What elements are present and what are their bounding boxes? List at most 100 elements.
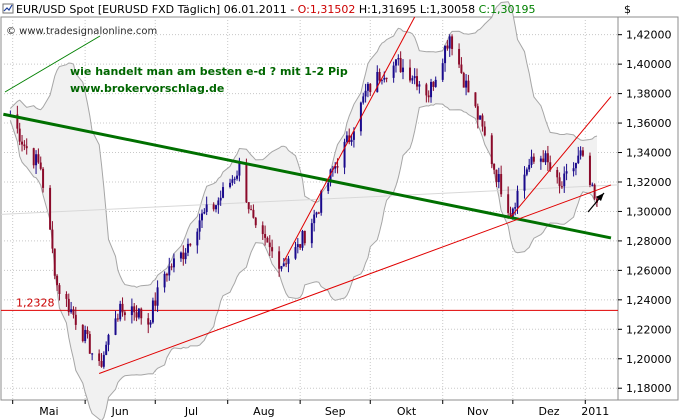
annotation-line-2: www.brokervorschlag.de	[70, 82, 224, 95]
candle	[100, 353, 103, 368]
candle	[250, 205, 253, 211]
candle	[217, 197, 220, 214]
candle	[591, 182, 594, 187]
y-tick-label: 1,24000	[626, 294, 672, 307]
candle	[81, 324, 84, 343]
candle	[105, 341, 108, 356]
candle	[362, 92, 365, 105]
candle	[563, 166, 566, 193]
candle	[441, 58, 444, 82]
candle	[261, 221, 264, 240]
candle	[182, 245, 185, 266]
y-tick-label: 1,22000	[626, 323, 672, 336]
candle	[65, 291, 68, 307]
chart-line-icon	[2, 3, 14, 14]
candle	[252, 204, 255, 219]
candle	[35, 150, 38, 174]
candle	[532, 153, 535, 164]
candle	[413, 68, 416, 85]
candle	[539, 155, 542, 170]
candle	[72, 306, 75, 319]
currency-symbol: $	[624, 3, 631, 16]
candle	[588, 152, 591, 188]
candle	[500, 165, 503, 197]
y-tick-label: 1,36000	[626, 117, 672, 130]
candle	[432, 81, 435, 91]
y-tick-label: 1,38000	[626, 88, 672, 101]
candle	[200, 209, 203, 228]
candle	[574, 162, 577, 176]
candle	[315, 211, 318, 218]
candle	[84, 325, 87, 344]
candle	[467, 74, 470, 93]
candle	[280, 265, 283, 272]
candle	[212, 202, 215, 212]
candle	[123, 310, 126, 321]
candle	[479, 115, 482, 120]
period: Täglich]	[177, 3, 221, 16]
candle	[514, 202, 517, 216]
candle	[546, 145, 549, 171]
candle	[107, 333, 110, 352]
candle	[350, 134, 353, 146]
y-tick-label: 1,28000	[626, 235, 672, 248]
candle	[434, 76, 437, 88]
candle	[556, 166, 559, 184]
candle	[229, 178, 232, 189]
high-value: 1,31695	[371, 3, 417, 16]
candle	[254, 216, 257, 228]
candle	[18, 122, 21, 146]
candle	[154, 292, 157, 312]
candle	[285, 257, 288, 268]
svg-text:EUR/USD Spot [EURUSD FXD Tägli: EUR/USD Spot [EURUSD FXD Täglich] 06.01.…	[16, 3, 536, 16]
candle	[579, 146, 582, 160]
candle	[147, 313, 150, 334]
decorative-green-line	[4, 35, 101, 93]
candle	[278, 246, 281, 277]
candle	[296, 238, 299, 254]
candle	[266, 236, 269, 243]
candle	[156, 280, 159, 312]
y-axis-panel	[617, 16, 679, 401]
candle	[581, 147, 584, 158]
instrument-symbol: EUR/USD Spot [EURUSD FXD	[16, 3, 174, 16]
candle	[495, 169, 498, 188]
candle	[196, 228, 199, 254]
candle	[233, 176, 236, 184]
trend-line-red	[98, 184, 612, 374]
x-tick-label: Aug	[253, 405, 274, 418]
candle	[376, 65, 379, 93]
band-fill	[10, 1, 597, 420]
y-tick-label: 1,42000	[626, 29, 672, 42]
candle	[530, 149, 533, 168]
candle	[343, 138, 346, 175]
candle	[140, 307, 143, 325]
band-upper	[9, 1, 598, 288]
candle	[364, 83, 367, 103]
candle	[287, 255, 290, 273]
candle	[425, 82, 428, 103]
candle	[271, 239, 274, 258]
candle	[49, 185, 52, 230]
candle	[91, 352, 94, 361]
candle	[369, 82, 372, 97]
candle	[493, 163, 496, 175]
candle	[345, 131, 348, 145]
candle	[56, 274, 59, 291]
trend-lines	[3, 16, 612, 374]
candle	[236, 170, 239, 181]
y-tick-label: 1,26000	[626, 264, 672, 277]
candle	[394, 59, 397, 73]
x-tick-label: Dez	[539, 405, 560, 418]
candle	[172, 253, 175, 273]
y-axis-ticks: 1,42000 1,40000 1,38000 1,36000 1,34000 1,320…	[618, 29, 672, 395]
candle	[88, 331, 91, 354]
chart-header: EUR/USD Spot [EURUSD FXD Täglich] 06.01.…	[2, 3, 536, 16]
candle	[397, 54, 400, 66]
candle	[303, 230, 306, 246]
candle	[523, 166, 526, 199]
candle	[119, 300, 122, 322]
candle	[411, 75, 414, 84]
y-tick-label: 1,40000	[626, 58, 672, 71]
candle	[135, 305, 138, 322]
